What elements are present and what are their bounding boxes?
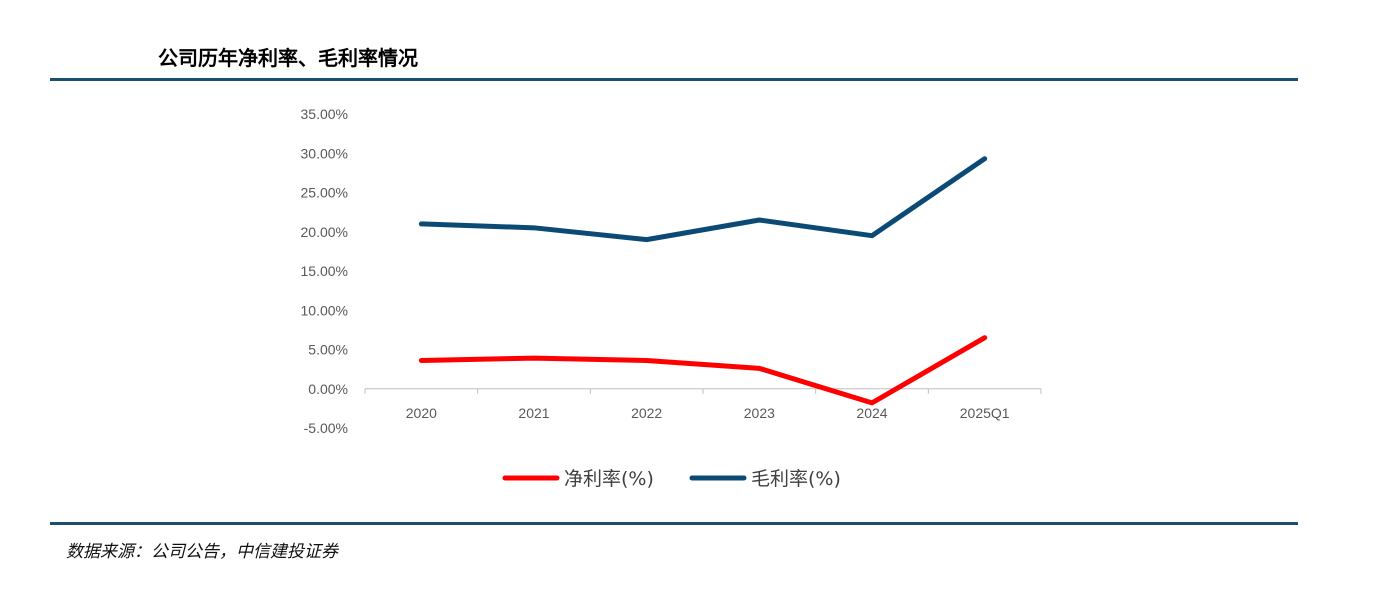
y-tick-label: 10.00% bbox=[301, 302, 348, 318]
y-tick-label: 25.00% bbox=[301, 185, 348, 201]
y-tick-label: 35.00% bbox=[301, 106, 348, 122]
y-tick-label: 30.00% bbox=[301, 145, 348, 161]
series-line-gross-margin bbox=[418, 156, 988, 243]
x-tick-label: 2021 bbox=[518, 405, 549, 421]
x-tick-label: 2023 bbox=[744, 405, 775, 421]
data-source-note: 数据来源：公司公告，中信建投证券 bbox=[66, 542, 338, 562]
y-tick-label: 15.00% bbox=[301, 263, 348, 279]
y-tick-label: 5.00% bbox=[308, 342, 348, 358]
title-bar: 公司历年净利率、毛利率情况 bbox=[50, 38, 1298, 81]
y-tick-label: -5.00% bbox=[304, 420, 348, 436]
y-tick-label: 20.00% bbox=[301, 224, 348, 240]
x-tick-label: 2024 bbox=[856, 405, 887, 421]
x-tick-label: 2020 bbox=[406, 405, 437, 421]
y-tick-label: 0.00% bbox=[308, 381, 348, 397]
series-line-net-margin bbox=[418, 335, 988, 406]
page-title: 公司历年净利率、毛利率情况 bbox=[158, 46, 418, 70]
bottom-divider bbox=[50, 522, 1298, 525]
legend-label: 毛利率(%) bbox=[751, 468, 841, 490]
legend-label: 净利率(%) bbox=[564, 468, 654, 490]
x-tick-label: 2022 bbox=[631, 405, 662, 421]
x-tick-label: 2025Q1 bbox=[960, 405, 1010, 421]
